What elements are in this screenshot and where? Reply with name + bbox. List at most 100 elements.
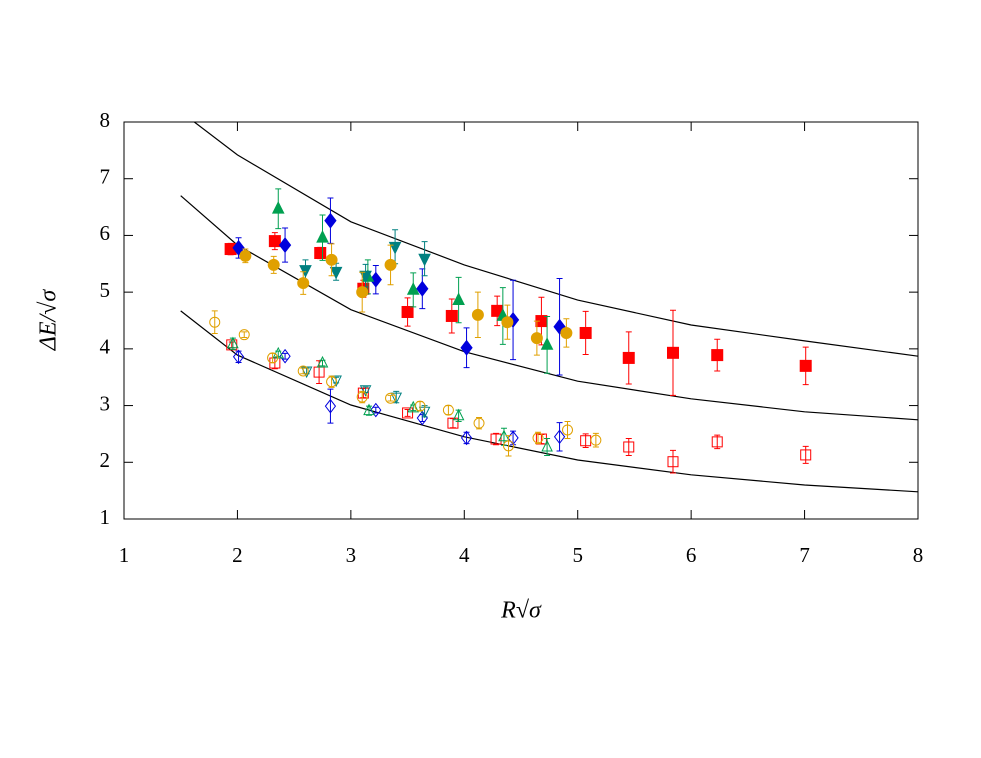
curve: [193, 121, 919, 357]
data-point: [590, 434, 602, 446]
data-point: [460, 339, 473, 356]
error-bar: [211, 310, 218, 335]
data-point: [238, 329, 250, 341]
data-point: [324, 398, 337, 414]
data-point: [560, 326, 573, 339]
data-point: [490, 433, 502, 445]
error-bar: [535, 431, 542, 445]
error-bar: [625, 437, 632, 456]
curve: [180, 195, 919, 421]
x-tick-label: 5: [572, 543, 583, 567]
error-bar: [802, 445, 809, 464]
error-bar: [372, 406, 379, 414]
data-point: [363, 403, 375, 416]
error-bar: [417, 401, 424, 412]
data-point: [297, 277, 310, 290]
data-point: [711, 436, 723, 448]
data-point: [278, 237, 292, 254]
x-tick-label: 4: [459, 543, 470, 567]
data-point: [227, 336, 239, 349]
error-bar: [387, 394, 394, 402]
data-point: [359, 385, 372, 397]
data-point: [356, 391, 368, 403]
x-axis-label: R√σ: [500, 598, 542, 624]
error-bar: [359, 390, 366, 404]
data-point: [460, 430, 473, 446]
y-tick-label: 1: [100, 505, 111, 529]
error-bar: [476, 416, 483, 430]
x-tick-label: 1: [119, 543, 130, 567]
data-point: [501, 316, 514, 329]
data-point: [326, 376, 338, 388]
error-bar: [505, 435, 512, 457]
plot-frame: [123, 121, 919, 520]
data-point: [384, 258, 397, 271]
data-point: [388, 241, 402, 255]
error-bar: [282, 352, 289, 360]
data-point: [562, 424, 574, 436]
error-bar: [445, 405, 452, 416]
data-point: [369, 271, 382, 288]
error-bar: [300, 367, 307, 375]
y-tick-label: 6: [100, 221, 111, 245]
error-bar: [366, 405, 373, 416]
y-tick-label: 8: [100, 108, 111, 132]
data-point: [297, 365, 309, 377]
data-point: [532, 432, 544, 444]
data-point: [622, 351, 635, 364]
data-point: [299, 265, 312, 278]
data-point: [316, 229, 329, 243]
data-point: [473, 417, 485, 429]
data-point: [330, 375, 342, 388]
data-point: [209, 316, 221, 328]
data-point: [271, 201, 285, 214]
y-tick-label: 7: [100, 165, 111, 189]
data-point: [329, 266, 343, 280]
data-point: [390, 392, 403, 405]
error-bar: [328, 375, 335, 388]
data-point: [325, 253, 338, 266]
data-point: [541, 439, 553, 452]
data-point: [540, 337, 554, 350]
data-point: [272, 346, 285, 359]
error-bar: [493, 432, 500, 446]
x-tick-label: 3: [346, 543, 357, 567]
y-tick-label: 3: [100, 391, 111, 415]
data-point: [324, 212, 337, 229]
data-point: [406, 282, 420, 295]
data-point: [579, 326, 592, 339]
data-point: [316, 355, 329, 368]
data-point: [447, 417, 459, 429]
data-point: [799, 359, 812, 372]
x-tick-label: 8: [913, 543, 924, 567]
data-point: [452, 408, 465, 421]
error-bar: [556, 422, 563, 452]
error-bar: [510, 430, 517, 446]
data-point: [359, 270, 372, 284]
data-point: [356, 286, 369, 299]
data-point: [414, 400, 426, 412]
data-point: [503, 440, 515, 452]
data-point: [623, 441, 635, 453]
data-point: [239, 249, 252, 262]
data-point: [530, 332, 543, 345]
data-point: [401, 305, 414, 318]
error-bar: [235, 350, 242, 363]
data-point: [666, 346, 679, 359]
y-tick-label: 5: [100, 278, 111, 302]
error-bar: [241, 331, 248, 339]
error-bar: [404, 409, 411, 417]
data-point: [445, 309, 458, 322]
data-point: [442, 404, 454, 416]
y-tick-label: 2: [100, 448, 111, 472]
data-point: [402, 407, 414, 419]
data-point: [232, 349, 245, 365]
y-tick-label: 4: [100, 335, 111, 359]
data-point: [314, 247, 327, 260]
data-point: [416, 280, 429, 297]
x-tick-label: 7: [799, 543, 810, 567]
data-point: [800, 449, 812, 461]
data-point: [418, 253, 431, 267]
data-point: [267, 352, 279, 364]
